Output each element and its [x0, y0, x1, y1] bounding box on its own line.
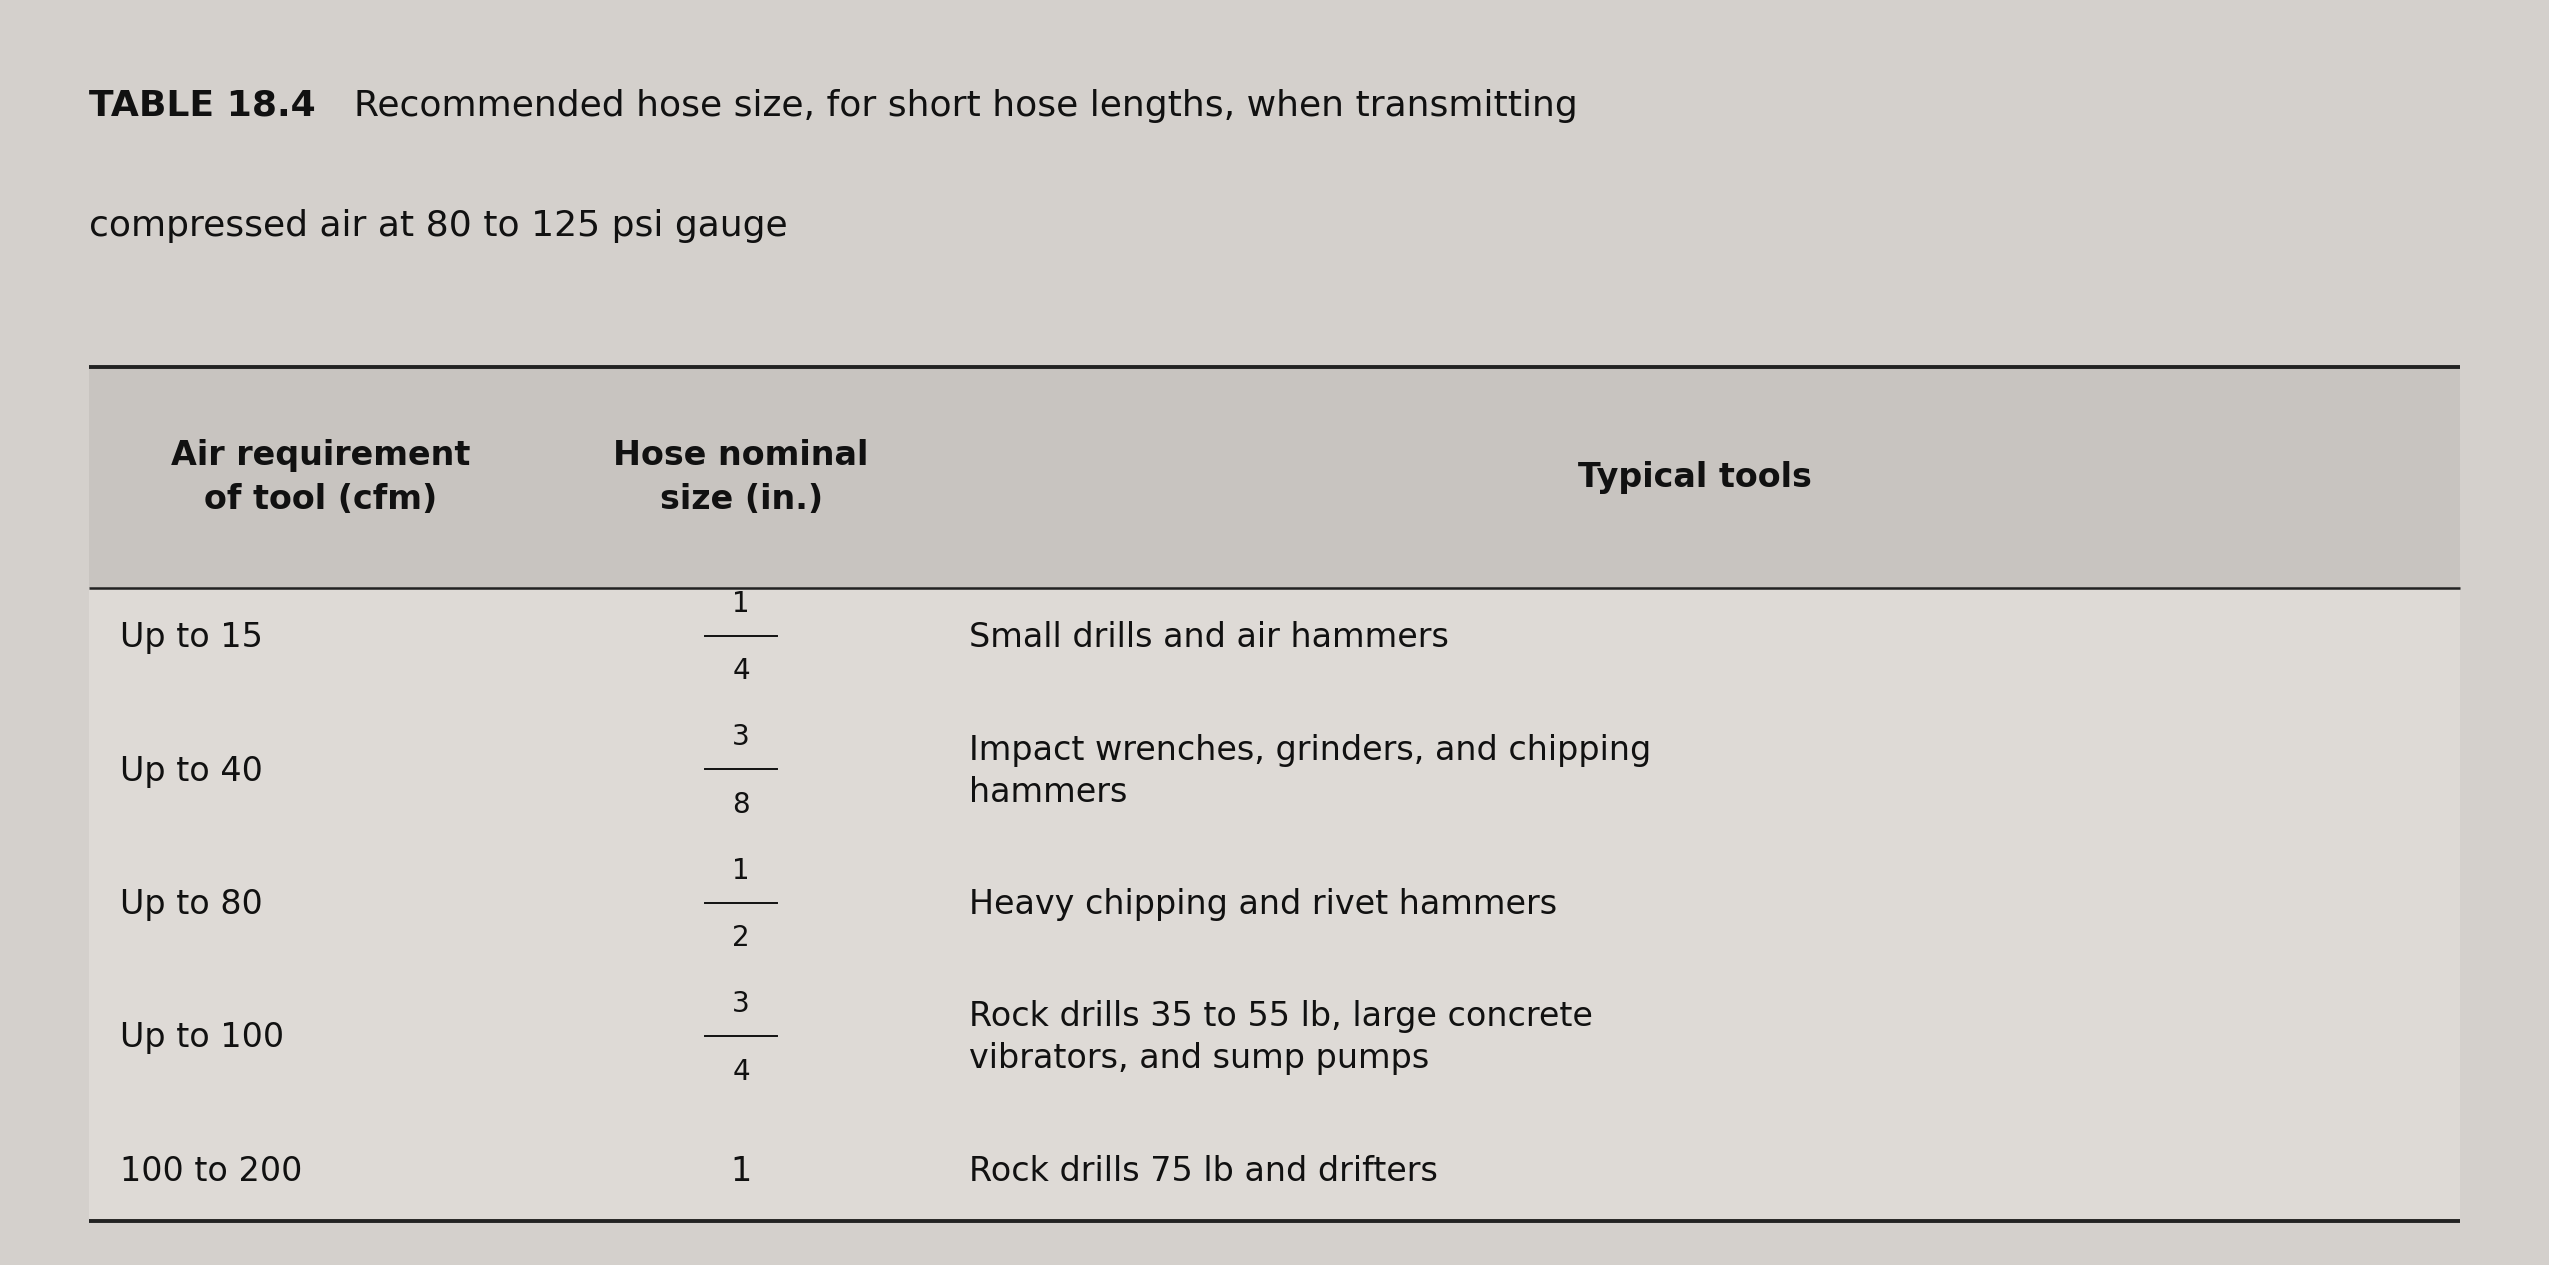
- Text: Up to 100: Up to 100: [120, 1021, 283, 1055]
- Text: 8: 8: [732, 791, 749, 818]
- Text: 100 to 200: 100 to 200: [120, 1155, 303, 1188]
- Text: 3: 3: [732, 724, 749, 751]
- Text: Up to 80: Up to 80: [120, 888, 263, 921]
- Text: Hose nominal
size (in.): Hose nominal size (in.): [614, 439, 869, 516]
- Text: Up to 40: Up to 40: [120, 754, 263, 788]
- Text: 1: 1: [732, 1155, 752, 1188]
- Text: 2: 2: [732, 925, 749, 953]
- Text: 4: 4: [732, 658, 749, 686]
- FancyBboxPatch shape: [89, 367, 2460, 588]
- Text: 3: 3: [732, 990, 749, 1018]
- Text: 1: 1: [732, 589, 749, 617]
- Text: Rock drills 35 to 55 lb, large concrete
vibrators, and sump pumps: Rock drills 35 to 55 lb, large concrete …: [969, 1001, 1593, 1075]
- FancyBboxPatch shape: [89, 588, 2460, 1221]
- Text: 4: 4: [732, 1058, 749, 1085]
- Text: Recommended hose size, for short hose lengths, when transmitting: Recommended hose size, for short hose le…: [331, 89, 1578, 123]
- Text: Heavy chipping and rivet hammers: Heavy chipping and rivet hammers: [969, 888, 1557, 921]
- Text: Small drills and air hammers: Small drills and air hammers: [969, 621, 1448, 654]
- Text: Up to 15: Up to 15: [120, 621, 263, 654]
- Text: compressed air at 80 to 125 psi gauge: compressed air at 80 to 125 psi gauge: [89, 209, 788, 243]
- Text: Rock drills 75 lb and drifters: Rock drills 75 lb and drifters: [969, 1155, 1438, 1188]
- Text: Typical tools: Typical tools: [1578, 460, 1812, 495]
- Text: Impact wrenches, grinders, and chipping
hammers: Impact wrenches, grinders, and chipping …: [969, 734, 1652, 808]
- Text: 1: 1: [732, 856, 749, 884]
- Text: Air requirement
of tool (cfm): Air requirement of tool (cfm): [171, 439, 469, 516]
- Text: TABLE 18.4: TABLE 18.4: [89, 89, 316, 123]
